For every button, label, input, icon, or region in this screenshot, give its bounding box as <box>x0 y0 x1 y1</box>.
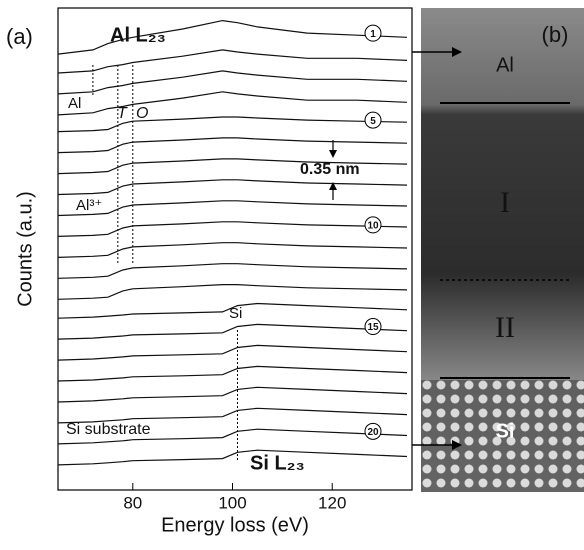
panel-b: (b) Al I II Si <box>421 8 584 492</box>
region-label: Al <box>496 54 514 76</box>
spectrum <box>57 19 408 55</box>
spectrum <box>57 344 408 361</box>
arrow-head <box>329 150 337 158</box>
annotation: Si <box>229 305 242 322</box>
arrow-head <box>452 47 462 57</box>
spectrum <box>57 158 408 175</box>
plot-frame <box>57 7 413 491</box>
annotation: Al <box>68 95 81 112</box>
spectrum <box>57 116 408 133</box>
spectrum-number-circle <box>364 24 382 42</box>
panel-label: (b) <box>542 22 569 47</box>
spectrum-number-circle <box>364 216 382 234</box>
spectrum <box>57 137 408 154</box>
region-label: I <box>500 186 510 219</box>
si-lattice <box>421 380 584 492</box>
spectrum-number: 1 <box>370 29 376 40</box>
annotation: 0.35 nm <box>300 161 360 178</box>
spectrum <box>57 91 408 116</box>
spectrum <box>57 70 408 95</box>
annotation: T <box>117 105 128 122</box>
x-tick-label: 120 <box>318 493 346 512</box>
y-axis-label: Counts (a.u.) <box>14 191 36 307</box>
spectrum <box>57 449 408 466</box>
spectrum-number-circle <box>364 318 382 336</box>
spectrum <box>57 221 408 237</box>
spectrum <box>57 365 408 382</box>
annotation: Si substrate <box>66 421 151 438</box>
region-label: Si <box>496 420 515 442</box>
spectrum-number-circle <box>364 111 382 129</box>
spectrum <box>57 49 408 74</box>
annotation: Al³⁺ <box>76 197 102 214</box>
x-axis-label: Energy loss (eV) <box>161 514 309 536</box>
spectrum <box>57 284 408 300</box>
spectrum <box>57 200 408 217</box>
spectrum <box>57 242 408 258</box>
spectrum <box>57 302 408 319</box>
spectrum <box>57 407 408 424</box>
region-label: II <box>495 311 515 344</box>
spectrum <box>57 323 408 340</box>
spectrum-number: 5 <box>370 116 376 127</box>
annotation: Al L₂₃ <box>110 24 166 46</box>
spectrum <box>57 428 408 445</box>
arrow-head <box>452 440 462 450</box>
spectrum <box>57 263 408 279</box>
arrow-head <box>329 182 337 190</box>
annotation: Si L₂₃ <box>250 452 305 474</box>
x-tick-label: 100 <box>218 493 246 512</box>
spectrum-number: 15 <box>367 322 379 333</box>
panel-label: (a) <box>6 24 33 49</box>
spectrum-number: 10 <box>367 221 379 232</box>
spectrum <box>57 386 408 403</box>
spectrum <box>57 179 408 196</box>
spectrum-number: 20 <box>367 427 379 438</box>
annotation: O <box>136 105 148 122</box>
spectrum-number-circle <box>364 422 382 440</box>
x-tick-label: 80 <box>123 493 142 512</box>
